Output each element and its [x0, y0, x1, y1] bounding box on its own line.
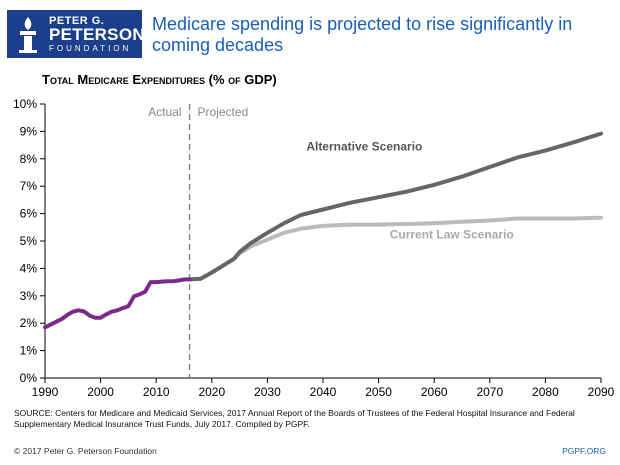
y-tick-label: 4% [20, 261, 38, 275]
y-tick-label: 10% [13, 97, 37, 111]
logo: PETER G. PETERSON FOUNDATION [7, 10, 145, 58]
logo-line1: PETER G. [49, 15, 105, 27]
series-line-alternative-scenario [187, 131, 603, 282]
y-tick-label: 6% [20, 207, 38, 221]
series-line-actual [43, 277, 192, 330]
y-tick-label: 7% [20, 179, 38, 193]
logo-line2: PETERSON [49, 25, 145, 44]
chart-title: Total Medicare Expenditures (% of GDP) [42, 72, 277, 87]
x-tick-label: 2040 [310, 385, 337, 399]
x-tick-label: 2010 [143, 385, 170, 399]
y-tick-label: 8% [20, 152, 38, 166]
source-note: SOURCE: Centers for Medicare and Medicai… [14, 408, 575, 429]
torch-icon [19, 17, 37, 53]
y-tick-label: 1% [20, 344, 38, 358]
x-tick-label: 2020 [198, 385, 225, 399]
copyright: © 2017 Peter G. Peterson Foundation [14, 446, 157, 456]
projected-label: Projected [198, 105, 249, 119]
line-chart: 0% 1% 2% 3% 4% 5% 6% 7% 8% 9% 10% 1990 2000 2010 2020 2… [13, 97, 615, 399]
y-tick-label: 5% [20, 234, 38, 248]
x-tick-label: 1990 [32, 385, 59, 399]
logo-line3: FOUNDATION [49, 44, 132, 53]
x-tick-label: 2000 [87, 385, 114, 399]
annotation-current-law-scenario: Current Law Scenario [390, 227, 514, 241]
x-tick-label: 2050 [365, 385, 392, 399]
site-link[interactable]: PGPF.ORG [562, 446, 606, 456]
x-tick-label: 2030 [254, 385, 281, 399]
annotation-alternative-scenario: Alternative Scenario [306, 140, 422, 154]
x-tick-label: 2080 [532, 385, 559, 399]
y-tick-label: 0% [20, 371, 38, 385]
y-tick-label: 3% [20, 289, 38, 303]
x-tick-label: 2060 [421, 385, 448, 399]
actual-label: Actual [148, 105, 181, 119]
headline: Medicare spending is projected to rise s… [152, 14, 573, 55]
y-tick-label: 9% [20, 124, 38, 138]
x-tick-label: 2090 [588, 385, 615, 399]
y-tick-label: 2% [20, 316, 38, 330]
x-tick-label: 2070 [476, 385, 503, 399]
